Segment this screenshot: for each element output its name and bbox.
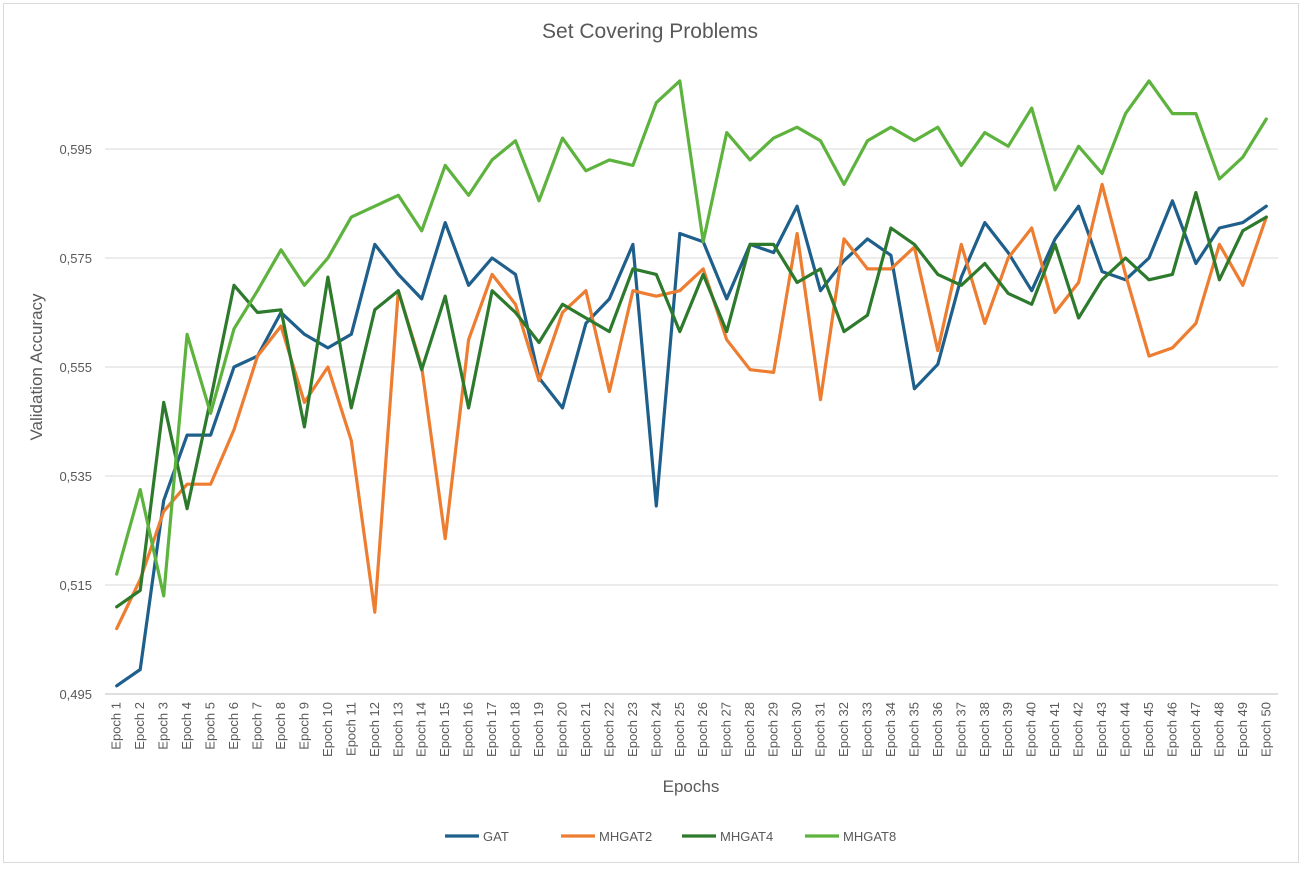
legend-item-mhgat4: MHGAT4 [682,829,773,844]
legend: GAT MHGAT2 MHGAT4 MHGAT8 [445,829,896,844]
x-tick-label: Epoch 35 [906,702,921,757]
series-line-mhgat8 [115,79,1268,598]
x-tick-label: Epoch 23 [625,702,640,757]
chart-title: Set Covering Problems [542,20,758,43]
x-tick-label: Epoch 22 [601,702,616,757]
x-tick-label: Epoch 41 [1047,702,1062,757]
x-tick-label: Epoch 16 [461,702,476,757]
legend-label: MHGAT8 [843,829,896,844]
x-tick-label: Epoch 47 [1188,702,1203,757]
x-tick-label: Epoch 43 [1094,702,1109,757]
series-line-mhgat4 [115,191,1268,609]
x-tick-label: Epoch 39 [1000,702,1015,757]
x-tick-label: Epoch 25 [672,702,687,757]
x-tick-label: Epoch 30 [789,702,804,757]
x-tick-label: Epoch 8 [273,702,288,750]
x-tick-label: Epoch 1 [109,702,124,750]
series-lines [115,79,1268,688]
x-tick-label: Epoch 17 [484,702,499,757]
y-tick-label: 0,515 [59,578,92,593]
x-tick-label: Epoch 20 [554,702,569,757]
x-tick-label: Epoch 11 [343,702,358,756]
x-tick-label: Epoch 38 [977,702,992,757]
x-tick-label: Epoch 3 [156,702,171,750]
legend-item-gat: GAT [445,829,509,844]
y-tick-label: 0,575 [59,251,92,266]
x-tick-label: Epoch 24 [648,702,663,757]
x-tick-label: Epoch 28 [742,702,757,757]
x-tick-label: Epoch 45 [1141,702,1156,757]
x-tick-label: Epoch 6 [226,702,241,750]
x-tick-label: Epoch 42 [1071,702,1086,757]
x-tick-label: Epoch 7 [249,702,264,750]
legend-label: MHGAT2 [599,829,652,844]
x-tick-label: Epoch 48 [1211,702,1226,757]
legend-label: MHGAT4 [720,829,773,844]
x-tick-label: Epoch 18 [508,702,523,757]
x-tick-label: Epoch 21 [578,702,593,757]
y-tick-label: 0,595 [59,142,92,157]
x-tick-label: Epoch 2 [132,702,147,750]
legend-item-mhgat8: MHGAT8 [805,829,896,844]
x-tick-label: Epoch 15 [437,702,452,757]
x-tick-label: Epoch 4 [179,702,194,750]
x-tick-label: Epoch 29 [766,702,781,757]
x-tick-label: Epoch 44 [1118,702,1133,757]
x-tick-label: Epoch 34 [883,702,898,757]
x-tick-label: Epoch 5 [203,702,218,750]
x-tick-label: Epoch 27 [719,702,734,757]
y-axis-ticks: 0,495 0,515 0,535 0,555 0,575 0,595 [59,142,92,702]
x-tick-label: Epoch 26 [695,702,710,757]
legend-item-mhgat2: MHGAT2 [561,829,652,844]
x-tick-label: Epoch 14 [414,702,429,757]
x-tick-label: Epoch 50 [1258,702,1273,757]
x-tick-label: Epoch 46 [1164,702,1179,757]
x-axis-ticks: Epoch 1 Epoch 2 Epoch 3 Epoch 4 Epoch 5 Epoch… [109,702,1274,757]
x-tick-label: Epoch 40 [1024,702,1039,757]
x-tick-label: Epoch 36 [930,702,945,757]
x-tick-label: Epoch 49 [1235,702,1250,757]
x-tick-label: Epoch 19 [531,702,546,757]
x-tick-label: Epoch 13 [390,702,405,757]
legend-label: GAT [483,829,509,844]
x-tick-label: Epoch 32 [836,702,851,757]
x-tick-label: Epoch 37 [953,702,968,757]
y-tick-label: 0,555 [59,360,92,375]
x-tick-label: Epoch 10 [320,702,335,757]
x-axis-title: Epochs [663,777,720,796]
gridlines [105,148,1278,586]
x-tick-label: Epoch 9 [296,702,311,750]
y-tick-label: 0,535 [59,469,92,484]
series-line-gat [115,199,1268,688]
y-tick-label: 0,495 [59,687,92,702]
x-tick-label: Epoch 12 [367,702,382,757]
y-axis-title: Validation Accuracy [27,293,46,441]
x-tick-label: Epoch 33 [859,702,874,757]
x-tick-label: Epoch 31 [813,702,828,757]
